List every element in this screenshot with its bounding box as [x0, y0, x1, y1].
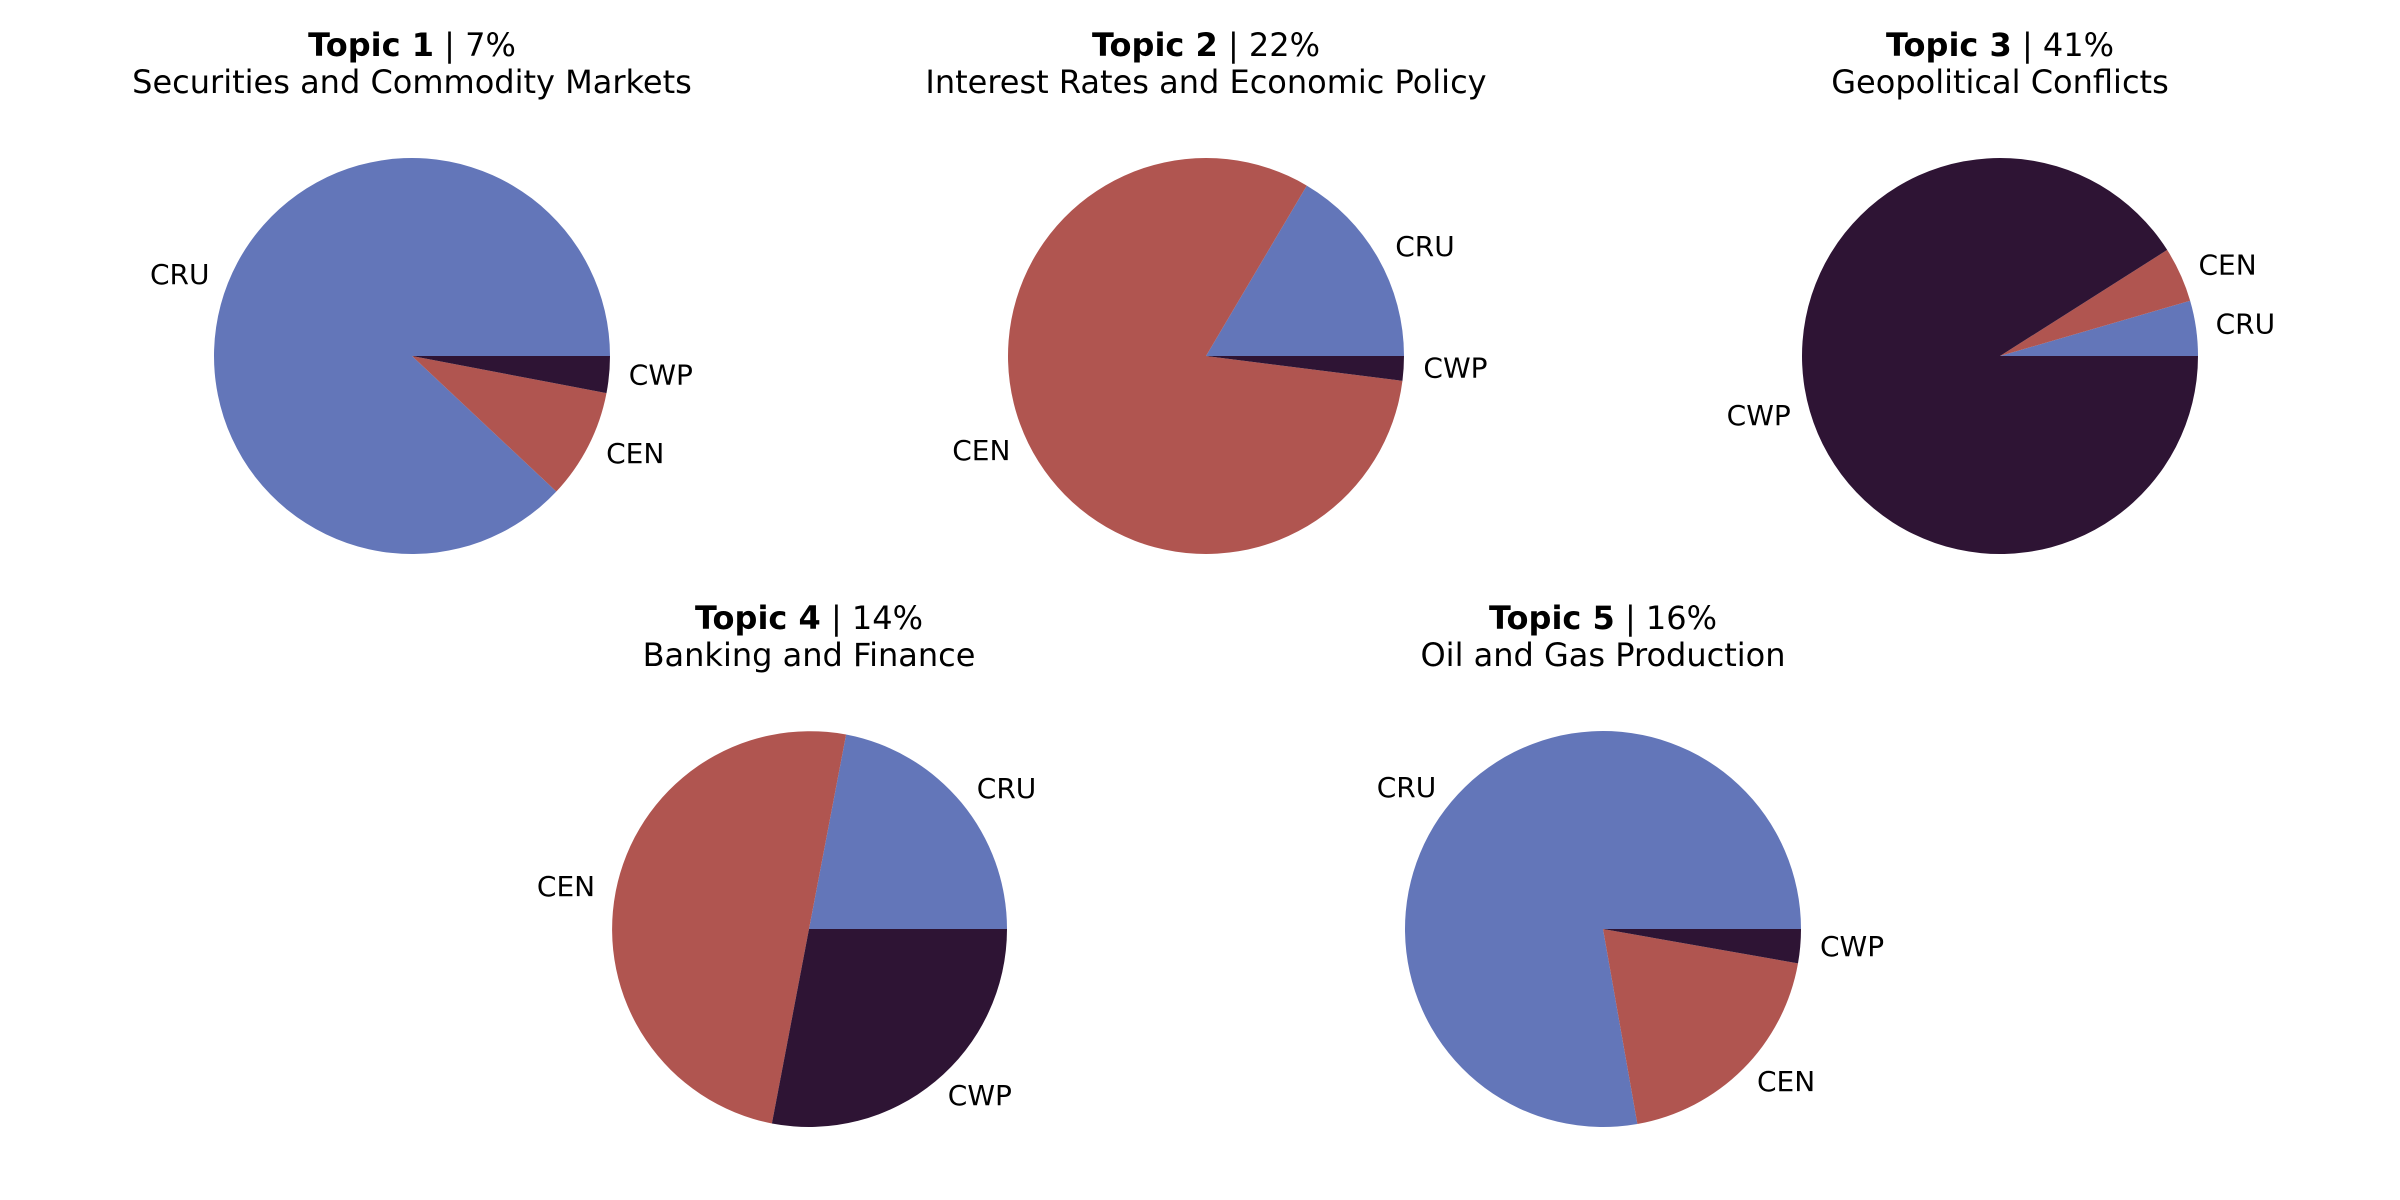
pie-title: Topic 1 | 7%	[308, 26, 516, 64]
slice-label-cru: CRU	[1395, 230, 1455, 263]
slice-label-cen: CEN	[1757, 1065, 1815, 1098]
pie-slice-cru	[809, 734, 1007, 929]
pie-title: Topic 3 | 41%	[1886, 26, 2114, 64]
pie-chart-5: Topic 5 | 16%Oil and Gas Production CRU CE…	[1377, 599, 1884, 1127]
topic-label: Topic 5	[1489, 599, 1615, 637]
slice-label-cen: CEN	[2199, 248, 2257, 281]
topic-percent: 14%	[852, 599, 923, 637]
slice-label-cwp: CWP	[629, 359, 693, 392]
pie-slice-cen	[1008, 157, 1403, 554]
pie-subtitle: Oil and Gas Production	[1420, 636, 1785, 674]
pie-slice-cwp	[1206, 356, 1404, 381]
topic-label: Topic 3	[1886, 26, 2012, 64]
pie-slice-cen	[612, 731, 847, 1124]
topic-label: Topic 2	[1092, 26, 1218, 64]
pie-slice-cen	[2000, 249, 2191, 356]
pie-subtitle: Geopolitical Conflicts	[1831, 63, 2169, 101]
slice-label-cru: CRU	[150, 258, 210, 291]
slice-label-cru: CRU	[1377, 771, 1437, 804]
pie-slice-cwp	[1603, 929, 1801, 964]
pie-chart-4: Topic 4 | 14%Banking and Finance CRU CEN CW…	[537, 599, 1036, 1127]
pie-slice-cwp	[412, 356, 610, 394]
title-separator: |	[2012, 26, 2043, 64]
slice-label-cen: CEN	[952, 434, 1010, 467]
slice-label-cwp: CWP	[1820, 930, 1884, 963]
title-separator: |	[434, 26, 465, 64]
slice-label-cru: CRU	[977, 772, 1037, 805]
slice-label-cen: CEN	[606, 437, 664, 470]
pie-slice-cwp	[1801, 157, 2198, 554]
pie-chart-3: Topic 3 | 41%Geopolitical Conflicts CRU CE…	[1727, 26, 2275, 554]
pie-slice-cru	[1404, 730, 1801, 1127]
topic-percent: 22%	[1249, 26, 1320, 64]
slice-label-cen: CEN	[537, 870, 595, 903]
pie-title: Topic 5 | 16%	[1489, 599, 1717, 637]
pie-chart-1: Topic 1 | 7%Securities and Commodity Mar…	[132, 26, 693, 555]
topic-percent: 16%	[1646, 599, 1717, 637]
slice-label-cwp: CWP	[1727, 399, 1791, 432]
title-separator: |	[1218, 26, 1249, 64]
pie-slice-cen	[1603, 929, 1798, 1124]
pie-slice-cwp	[771, 929, 1007, 1127]
slice-label-cwp: CWP	[1423, 352, 1487, 385]
title-separator: |	[821, 599, 852, 637]
pie-slice-cru	[214, 158, 611, 555]
slice-label-cru: CRU	[2216, 307, 2276, 340]
topic-percent: 7%	[465, 26, 516, 64]
topic-label: Topic 4	[695, 599, 821, 637]
topic-percent: 41%	[2043, 26, 2114, 64]
pie-slice-cen	[412, 356, 607, 492]
pie-slice-cru	[1206, 185, 1404, 356]
pie-chart-2: Topic 2 | 22%Interest Rates and Economic…	[925, 26, 1488, 554]
pie-subtitle: Securities and Commodity Markets	[132, 63, 692, 101]
pie-title: Topic 2 | 22%	[1092, 26, 1320, 64]
topic-label: Topic 1	[308, 26, 434, 64]
slice-label-cwp: CWP	[948, 1079, 1012, 1112]
pie-title: Topic 4 | 14%	[695, 599, 923, 637]
title-separator: |	[1615, 599, 1646, 637]
pie-slice-cru	[2000, 300, 2198, 356]
pie-subtitle: Interest Rates and Economic Policy	[925, 63, 1486, 101]
pie-subtitle: Banking and Finance	[643, 636, 976, 674]
